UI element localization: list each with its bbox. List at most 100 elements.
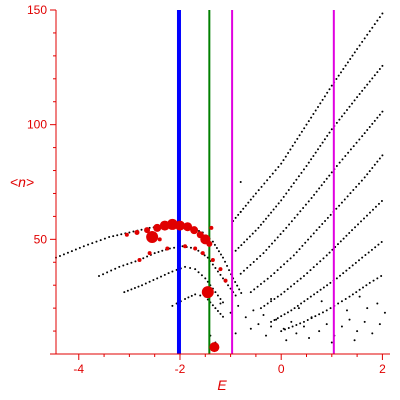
- data-point: [199, 294, 202, 297]
- data-point: [351, 229, 354, 232]
- data-point: [371, 122, 374, 125]
- data-point: [314, 151, 317, 154]
- data-point: [153, 252, 156, 255]
- data-point: [320, 184, 323, 187]
- data-point: [345, 108, 348, 111]
- data-point: [368, 125, 371, 128]
- data-point: [82, 245, 85, 248]
- data-point: [360, 179, 363, 182]
- data-point: [329, 213, 332, 216]
- data-point: [363, 176, 366, 179]
- data-point: [273, 318, 276, 321]
- data-point: [340, 115, 343, 118]
- data-point: [197, 249, 200, 252]
- data-point: [344, 297, 347, 300]
- data-point: [353, 51, 356, 54]
- data-point: [355, 185, 358, 188]
- data-point: [325, 323, 328, 326]
- data-point: [132, 230, 135, 233]
- data-point: [330, 128, 333, 131]
- data-point: [310, 158, 313, 161]
- data-point: [238, 288, 241, 291]
- data-point: [357, 223, 360, 226]
- data-point: [335, 277, 338, 280]
- data-point: [339, 240, 342, 243]
- data-point: [344, 155, 347, 158]
- data-point: [242, 269, 245, 272]
- data-point: [266, 277, 269, 280]
- data-point: [367, 251, 370, 254]
- data-point: [276, 269, 279, 272]
- data-point: [254, 192, 257, 195]
- data-point: [293, 282, 296, 285]
- data-point: [312, 232, 315, 235]
- data-point: [291, 325, 294, 328]
- data-point: [295, 178, 298, 181]
- data-point: [257, 226, 260, 229]
- data-point: [290, 220, 293, 223]
- data-point: [265, 248, 268, 251]
- data-point: [330, 341, 333, 344]
- data-point: [306, 297, 309, 300]
- data-point: [345, 269, 348, 272]
- y-tick-label: 100: [27, 118, 47, 132]
- data-point: [133, 286, 136, 289]
- data-point: [319, 260, 322, 263]
- data-point: [295, 332, 298, 335]
- data-point: [345, 309, 348, 312]
- data-point: [283, 313, 286, 316]
- data-point: [229, 311, 232, 314]
- data-point: [137, 285, 140, 288]
- data-point: [345, 234, 348, 237]
- data-point: [366, 33, 369, 36]
- data-point: [370, 248, 373, 251]
- data-point: [222, 256, 224, 259]
- data-point: [112, 235, 115, 238]
- data-point: [229, 287, 232, 290]
- data-point: [337, 302, 340, 305]
- data-point: [246, 238, 249, 241]
- data-point: [237, 213, 240, 216]
- data-point: [130, 288, 133, 291]
- data-point: [213, 243, 216, 246]
- data-point: [300, 302, 303, 305]
- data-point: [342, 272, 345, 275]
- data-point: [293, 307, 296, 310]
- data-point: [62, 253, 65, 256]
- x-tick-label: -4: [73, 362, 84, 376]
- data-point: [317, 105, 320, 108]
- data-point: [303, 127, 306, 130]
- data-point: [321, 141, 324, 144]
- data-point: [206, 256, 209, 259]
- data-point: [58, 255, 61, 258]
- data-point: [356, 96, 359, 99]
- data-point: [211, 304, 214, 307]
- data-point: [373, 163, 376, 166]
- data-point: [254, 229, 257, 232]
- data-point: [282, 159, 285, 162]
- data-point: [280, 162, 283, 165]
- data-point: [360, 220, 363, 223]
- data-point: [224, 260, 227, 263]
- data-point: [116, 234, 119, 237]
- data-point: [325, 254, 328, 257]
- data-point: [249, 327, 252, 330]
- data-point: [152, 279, 155, 282]
- data-point: [348, 267, 351, 269]
- data-point: [157, 250, 160, 253]
- data-point: [226, 264, 229, 267]
- data-point: [351, 102, 354, 105]
- data-point: [335, 121, 338, 124]
- data-point: [358, 182, 361, 185]
- data-point: [340, 71, 343, 74]
- data-point: [319, 288, 322, 291]
- data-point: [371, 332, 374, 335]
- data-point: [352, 145, 355, 148]
- data-point: [338, 204, 341, 207]
- highlight-point: [165, 246, 170, 251]
- data-point: [363, 132, 366, 135]
- data-point: [292, 182, 295, 185]
- data-point: [371, 77, 374, 80]
- data-point: [292, 254, 295, 257]
- data-point: [363, 217, 366, 220]
